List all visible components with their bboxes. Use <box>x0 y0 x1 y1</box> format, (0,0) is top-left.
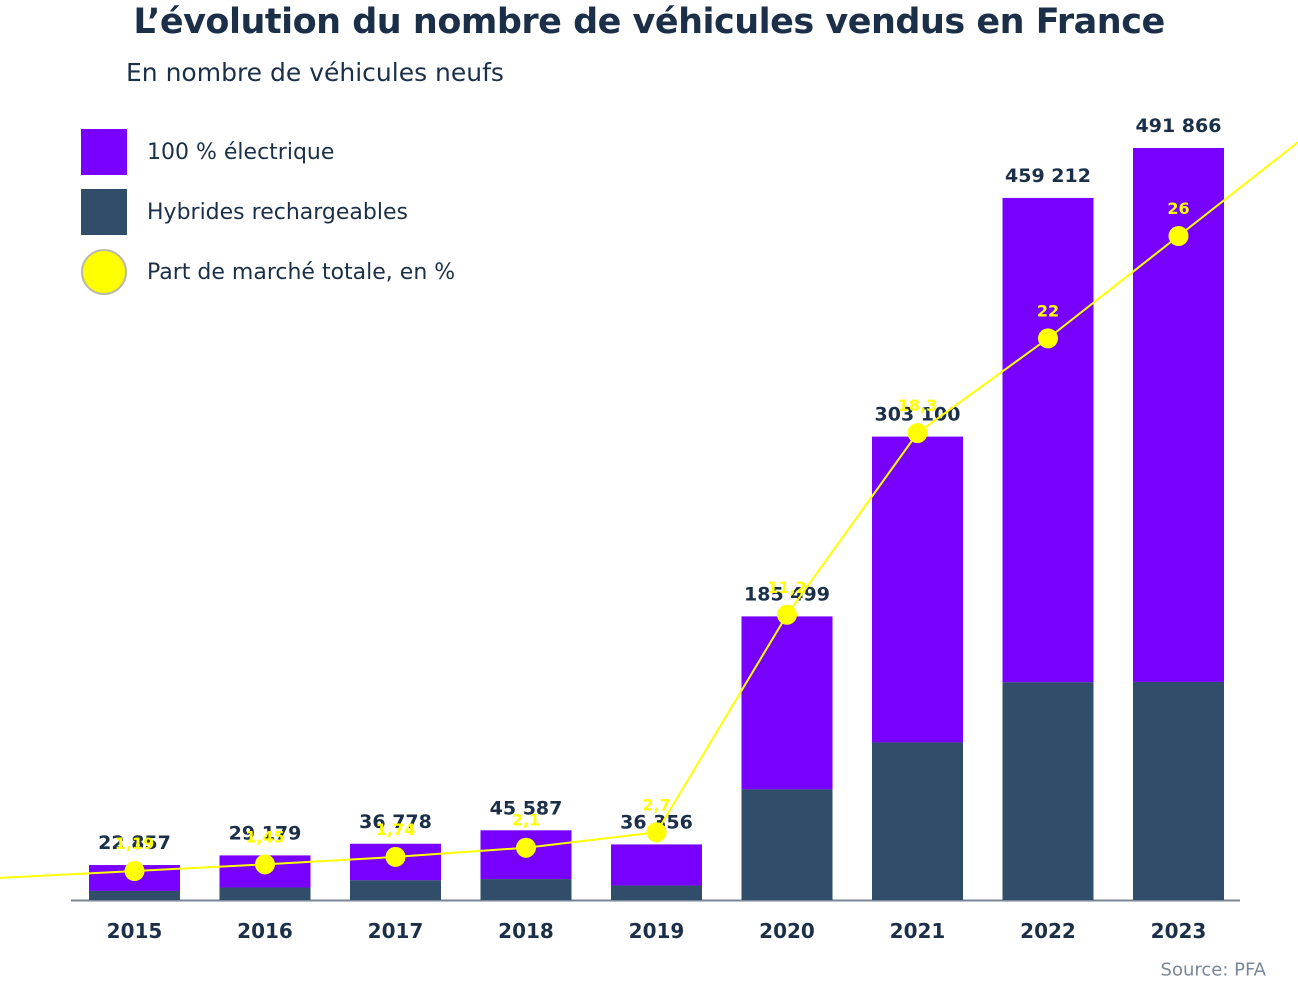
market-share-label: 1,45 <box>245 827 284 846</box>
bar-hybrid-2023 <box>1133 681 1224 900</box>
x-tick-label: 2022 <box>1020 919 1076 943</box>
chart-subtitle: En nombre de véhicules neufs <box>126 58 504 87</box>
bar-hybrid-2020 <box>741 789 833 900</box>
market-share-label: 11,2 <box>767 578 806 597</box>
x-tick-label: 2020 <box>759 919 815 943</box>
market-share-point-2021 <box>907 423 928 444</box>
market-share-label: 1,19 <box>115 834 154 853</box>
x-tick-label: 2017 <box>368 919 424 943</box>
market-share-point-2019 <box>646 822 667 843</box>
bar-hybrid-2018 <box>480 879 572 900</box>
bar-hybrid-2016 <box>219 887 311 900</box>
market-share-point-2023 <box>1168 226 1189 246</box>
legend-item-market-share: Part de marché totale, en % <box>81 249 455 295</box>
bar-total-label: 29 179 <box>229 822 302 844</box>
market-share-point-2016 <box>255 854 275 875</box>
bar-electric-2022 <box>1002 197 1094 683</box>
market-share-point-2015 <box>124 861 145 881</box>
bar-total-label: 22 857 <box>98 832 171 854</box>
x-tick-label: 2023 <box>1151 919 1207 943</box>
market-share-label: 1,74 <box>376 820 415 839</box>
bar-electric-2020 <box>741 616 833 790</box>
bar-hybrid-2019 <box>611 885 702 900</box>
legend-item-electric: 100 % électrique <box>81 129 455 175</box>
bar-total-label: 185 499 <box>744 583 830 605</box>
bar-total-label: 459 212 <box>1005 165 1091 187</box>
market-share-circle-icon <box>81 249 127 295</box>
market-share-label: 2,1 <box>512 811 540 830</box>
market-share-label: 22 <box>1037 301 1059 320</box>
x-tick-label: 2016 <box>237 919 293 943</box>
bar-electric-2019 <box>611 844 702 886</box>
legend-label: Part de marché totale, en % <box>147 259 456 285</box>
bar-hybrid-2021 <box>872 742 963 900</box>
bar-hybrid-2015 <box>89 890 180 900</box>
legend-label: Hybrides rechargeables <box>147 199 408 225</box>
bar-total-label: 491 866 <box>1136 115 1222 137</box>
source-note: Source: PFA <box>1160 959 1266 981</box>
x-tick-label: 2021 <box>890 919 946 943</box>
market-share-line <box>0 141 1298 879</box>
legend-label: 100 % électrique <box>147 139 335 165</box>
legend: 100 % électrique Hybrides rechargeables … <box>81 129 455 309</box>
market-share-label: 2,7 <box>642 795 670 814</box>
hybrid-swatch-icon <box>81 189 127 235</box>
market-share-point-2020 <box>777 604 797 625</box>
electric-swatch-icon <box>81 129 127 175</box>
x-tick-label: 2015 <box>107 919 163 943</box>
bar-electric-2021 <box>872 436 963 743</box>
market-share-point-2018 <box>516 837 536 858</box>
bar-total-label: 303 100 <box>875 404 961 426</box>
legend-item-hybrid: Hybrides rechargeables <box>81 189 455 235</box>
chart-title: L’évolution du nombre de véhicules vendu… <box>133 2 1165 42</box>
market-share-label: 18,3 <box>898 396 937 415</box>
market-share-point-2017 <box>385 846 406 867</box>
bar-total-label: 36 778 <box>359 811 432 833</box>
bar-total-label: 45 587 <box>490 797 563 819</box>
bar-hybrid-2022 <box>1002 682 1094 900</box>
market-share-point-2022 <box>1038 328 1058 349</box>
market-share-label: 26 <box>1167 199 1189 218</box>
x-tick-label: 2019 <box>629 919 685 943</box>
bar-hybrid-2017 <box>350 880 441 900</box>
x-tick-label: 2018 <box>498 919 554 943</box>
